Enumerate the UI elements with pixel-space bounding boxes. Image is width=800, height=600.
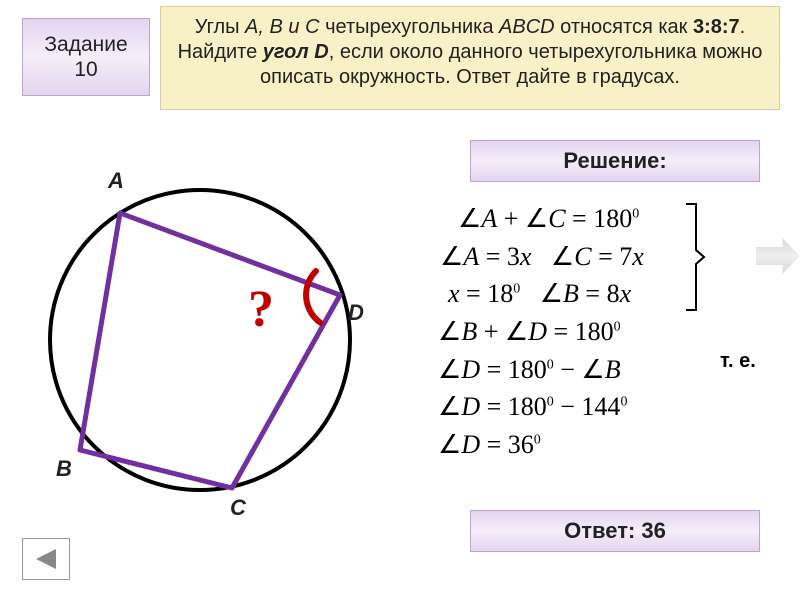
nav-back-button[interactable]: [22, 538, 70, 580]
problem-vars: A, B и C: [245, 16, 319, 38]
problem-ratio: 3:8:7: [693, 16, 740, 38]
math-line-7: ∠D = 360: [420, 426, 780, 464]
quadrilateral-abcd: [80, 213, 340, 488]
problem-abcd: ABCD: [499, 16, 555, 38]
vertex-label-c: C: [230, 495, 246, 521]
problem-statement: Углы A, B и C четырехугольника ABCD отно…: [160, 6, 780, 110]
answer-text: Ответ: 36: [564, 518, 666, 544]
triangle-left-icon: [32, 547, 60, 571]
math-line-4: ∠B + ∠D = 1800: [420, 313, 780, 351]
problem-prefix: Углы: [195, 16, 245, 38]
angle-d-arc: [306, 271, 320, 323]
diagram-svg: [30, 150, 370, 510]
geometry-diagram: A D C B ?: [30, 150, 370, 510]
solution-label-box: Решение:: [470, 140, 760, 182]
math-line-2: ∠A = 3x ∠C = 7x: [420, 238, 780, 276]
math-line-6: ∠D = 1800 − 1440: [420, 388, 780, 426]
circumscribed-circle: [50, 190, 350, 490]
problem-target: угол D: [263, 41, 329, 63]
problem-tail: , если около данного четырехугольника мо…: [260, 41, 762, 88]
math-line-1: ∠A + ∠C = 1800: [420, 200, 780, 238]
task-badge: Задание 10: [22, 18, 150, 96]
vertex-label-d: D: [348, 300, 364, 326]
math-line-3: x = 180 ∠B = 8x: [420, 275, 780, 313]
that-is-label: т. е.: [720, 350, 756, 373]
vertex-label-a: A: [108, 168, 124, 194]
problem-mid2: относятся как: [555, 16, 693, 38]
question-mark: ?: [248, 280, 274, 339]
task-badge-text: Задание 10: [44, 32, 127, 82]
vertex-label-b: B: [56, 456, 72, 482]
answer-box: Ответ: 36: [470, 510, 760, 552]
problem-mid1: четырехугольника: [320, 16, 500, 38]
solution-math: ∠A + ∠C = 1800 ∠A = 3x ∠C = 7x x = 180 ∠…: [420, 200, 780, 464]
brace-icon: [684, 202, 706, 312]
solution-label: Решение:: [563, 148, 666, 174]
